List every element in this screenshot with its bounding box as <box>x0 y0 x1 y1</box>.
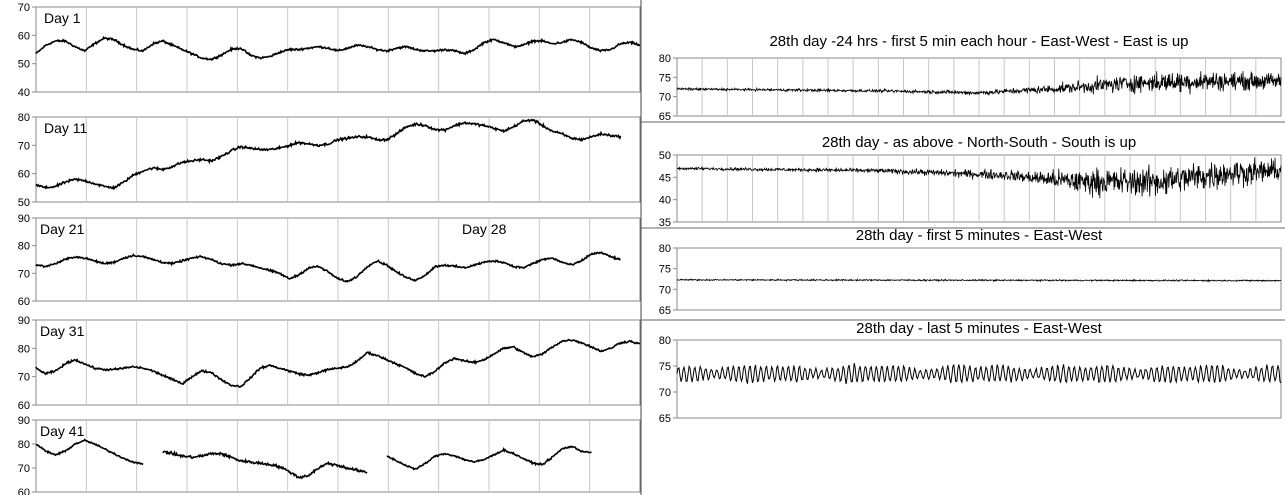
y-tick-label: 70 <box>659 284 671 296</box>
y-tick-label: 50 <box>659 150 671 162</box>
y-tick-label: 80 <box>659 335 671 347</box>
series-line <box>386 445 592 471</box>
panel-label-extra: Day 28 <box>462 221 507 237</box>
y-tick-label: 70 <box>18 140 30 152</box>
y-tick-label: 80 <box>18 112 30 124</box>
series-line <box>35 438 144 466</box>
y-tick-label: 60 <box>18 169 30 181</box>
chart-title: 28th day - first 5 minutes - East-West <box>856 227 1103 244</box>
chart-title: 28th day - as above - North-South - Sout… <box>822 134 1136 151</box>
y-tick-label: 45 <box>659 172 671 184</box>
y-tick-label: 70 <box>18 372 30 384</box>
y-tick-label: 80 <box>659 243 671 255</box>
y-tick-label: 50 <box>18 197 30 209</box>
y-tick-label: 80 <box>18 241 30 253</box>
panel-label: Day 1 <box>44 10 81 26</box>
y-tick-label: 90 <box>18 315 30 327</box>
y-tick-label: 80 <box>659 53 671 65</box>
y-tick-label: 75 <box>659 361 671 373</box>
y-tick-label: 65 <box>659 305 671 317</box>
series-line <box>35 118 622 191</box>
y-tick-label: 80 <box>18 439 30 451</box>
panel-label: Day 21 <box>40 221 85 237</box>
y-tick-label: 65 <box>659 111 671 123</box>
series-line <box>35 251 621 284</box>
y-tick-label: 50 <box>18 59 30 71</box>
y-tick-label: 90 <box>18 213 30 225</box>
series-line <box>676 362 1282 385</box>
y-tick-label: 90 <box>18 415 30 427</box>
y-tick-label: 80 <box>18 343 30 355</box>
y-tick-label: 70 <box>659 387 671 399</box>
plot-frame <box>676 247 1282 311</box>
y-tick-label: 60 <box>18 400 30 412</box>
y-tick-label: 60 <box>18 487 30 495</box>
y-tick-label: 70 <box>659 92 671 104</box>
y-tick-label: 70 <box>18 268 30 280</box>
y-tick-label: 60 <box>18 30 30 42</box>
series-line <box>676 157 1282 199</box>
series-line <box>676 71 1282 96</box>
chart-title: 28th day -24 hrs - first 5 min each hour… <box>769 33 1188 50</box>
series-line <box>162 450 368 480</box>
plot-frame <box>676 339 1282 419</box>
y-tick-label: 70 <box>18 463 30 475</box>
y-tick-label: 60 <box>18 296 30 308</box>
y-tick-label: 75 <box>659 264 671 276</box>
y-tick-label: 70 <box>18 2 30 14</box>
panel-label: Day 11 <box>44 120 88 136</box>
y-tick-label: 65 <box>659 413 671 425</box>
chart-title: 28th day - last 5 minutes - East-West <box>856 320 1102 337</box>
panel-label: Day 41 <box>40 423 85 439</box>
y-tick-label: 75 <box>659 72 671 84</box>
y-tick-label: 40 <box>659 195 671 207</box>
y-tick-label: 35 <box>659 217 671 229</box>
series-line <box>35 35 640 62</box>
y-tick-label: 40 <box>18 87 30 99</box>
series-line <box>35 338 641 388</box>
series-line <box>676 278 1282 283</box>
panel-label: Day 31 <box>40 323 85 339</box>
